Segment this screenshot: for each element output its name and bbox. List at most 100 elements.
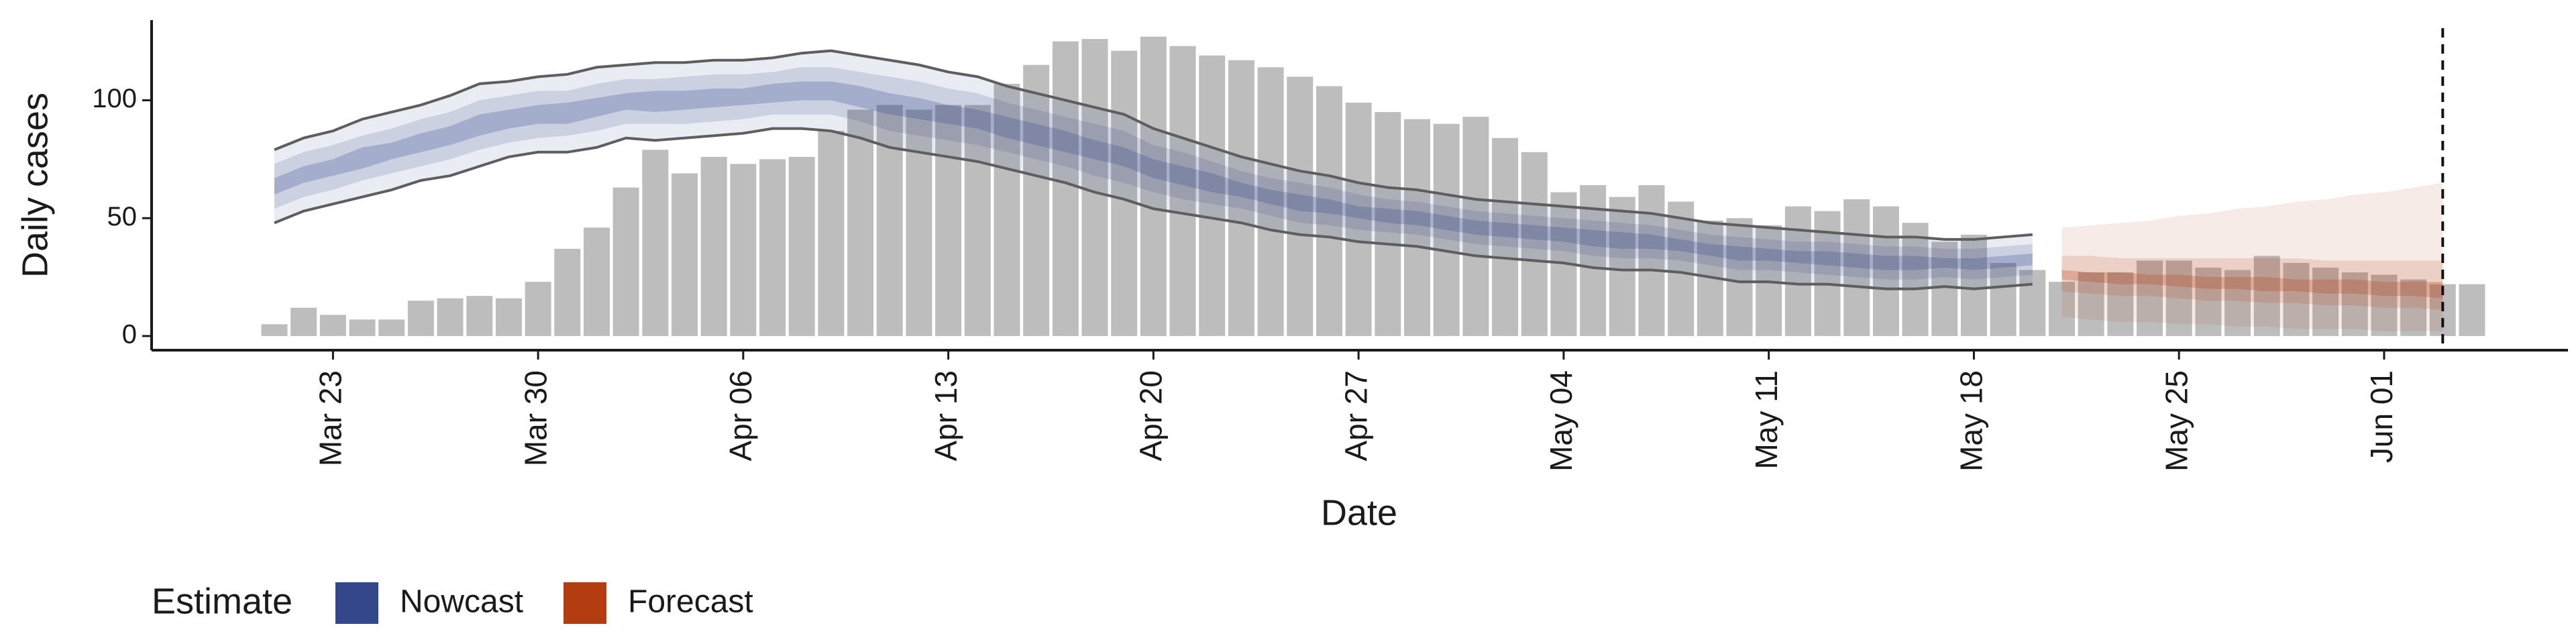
- bar: [1111, 50, 1138, 336]
- ribbon: [2061, 270, 2443, 299]
- bar: [2400, 279, 2427, 336]
- bar: [1345, 103, 1372, 336]
- bar: [1287, 76, 1313, 336]
- bar: [935, 105, 962, 336]
- bar: [1872, 206, 1899, 336]
- x-tick-label: Mar 23: [313, 370, 348, 466]
- bar: [1990, 262, 2017, 336]
- bar: [1169, 46, 1196, 336]
- x-tick-label: May 18: [1954, 370, 1989, 472]
- bar: [1521, 152, 1548, 336]
- x-axis-title: Date: [1321, 492, 1397, 533]
- legend-label: Forecast: [628, 584, 753, 620]
- bar: [583, 227, 610, 336]
- bar: [612, 187, 639, 336]
- bar: [1316, 86, 1342, 336]
- bar: [2312, 268, 2339, 336]
- bar: [1199, 55, 1226, 336]
- bar: [1726, 218, 1753, 336]
- bar: [2048, 282, 2075, 336]
- bar: [2283, 262, 2310, 336]
- bar: [964, 105, 991, 336]
- x-tick-label: May 11: [1749, 370, 1784, 469]
- legend-title: Estimate: [152, 581, 292, 621]
- bar: [759, 159, 786, 336]
- bar: [525, 282, 551, 336]
- bar: [2165, 260, 2192, 336]
- bar: [2371, 274, 2398, 336]
- bar: [730, 164, 757, 336]
- bar: [1492, 138, 1519, 336]
- bar: [818, 131, 845, 336]
- bar: [1433, 123, 1460, 336]
- bar: [378, 319, 405, 336]
- bar: [994, 83, 1020, 336]
- ribbon: [274, 81, 2033, 270]
- ribbon: [2061, 256, 2443, 311]
- bar: [554, 248, 581, 336]
- bar: [349, 319, 376, 336]
- legend: Nowcast Forecast: [335, 582, 753, 624]
- y-tick-label: 0: [122, 319, 137, 349]
- bar: [1960, 234, 1987, 336]
- legend-label: Nowcast: [400, 584, 523, 620]
- bar: [2341, 272, 2368, 336]
- x-tick-label: Apr 13: [928, 370, 963, 462]
- bar: [1404, 119, 1431, 336]
- bar: [1931, 241, 1958, 336]
- bar: [437, 298, 464, 336]
- x-tick-label: Apr 06: [723, 370, 758, 462]
- bar: [2019, 270, 2046, 336]
- bar: [1228, 60, 1254, 336]
- bar: [407, 301, 434, 336]
- bar: [495, 298, 522, 336]
- bar: [1140, 36, 1167, 336]
- x-tick-label: May 04: [1544, 370, 1578, 472]
- bar: [2137, 260, 2163, 336]
- bar: [847, 109, 874, 336]
- ribbon: [274, 50, 2033, 289]
- legend-swatch: [564, 582, 606, 624]
- bar: [1375, 112, 1401, 336]
- x-tick-label: Mar 30: [518, 370, 553, 466]
- legend-swatch: [335, 582, 378, 624]
- bar: [700, 156, 727, 336]
- bar: [1638, 185, 1665, 336]
- y-tick-label: 50: [107, 202, 138, 231]
- x-tick-label: Apr 27: [1338, 370, 1373, 462]
- bar: [1257, 67, 1284, 336]
- x-tick-label: May 25: [2159, 370, 2194, 472]
- bar: [2224, 270, 2251, 336]
- bar: [1052, 41, 1079, 336]
- bar: [1609, 197, 1635, 336]
- x-tick-label: Apr 20: [1134, 370, 1169, 462]
- bar: [2078, 272, 2104, 336]
- ribbon: [274, 67, 2033, 280]
- bar: [2195, 268, 2222, 336]
- plot-area: 0 50 100 Mar 23 Mar 30 Apr 06 Apr 13 Apr 20 Apr …: [92, 20, 2568, 472]
- x-tick-label: Jun 01: [2364, 370, 2399, 463]
- bar: [2253, 256, 2280, 336]
- bar: [261, 324, 288, 336]
- bar: [1668, 201, 1695, 336]
- bar: [1843, 199, 1870, 336]
- bar: [1023, 64, 1050, 336]
- bar: [1902, 223, 1929, 336]
- bar: [466, 296, 493, 336]
- y-axis-title: Daily cases: [15, 93, 55, 278]
- bar: [788, 156, 815, 336]
- bar: [319, 315, 346, 336]
- bar: [1081, 39, 1108, 336]
- ribbon: [2061, 182, 2443, 331]
- bar: [906, 109, 932, 336]
- bar: [642, 150, 669, 336]
- bound-line: [274, 49, 2033, 241]
- bar: [1462, 117, 1489, 336]
- bar: [2107, 272, 2134, 336]
- bound-line: [274, 127, 2033, 290]
- bar: [672, 173, 698, 336]
- bar: [2459, 284, 2485, 336]
- y-tick-label: 100: [92, 84, 137, 113]
- bar: [290, 307, 317, 336]
